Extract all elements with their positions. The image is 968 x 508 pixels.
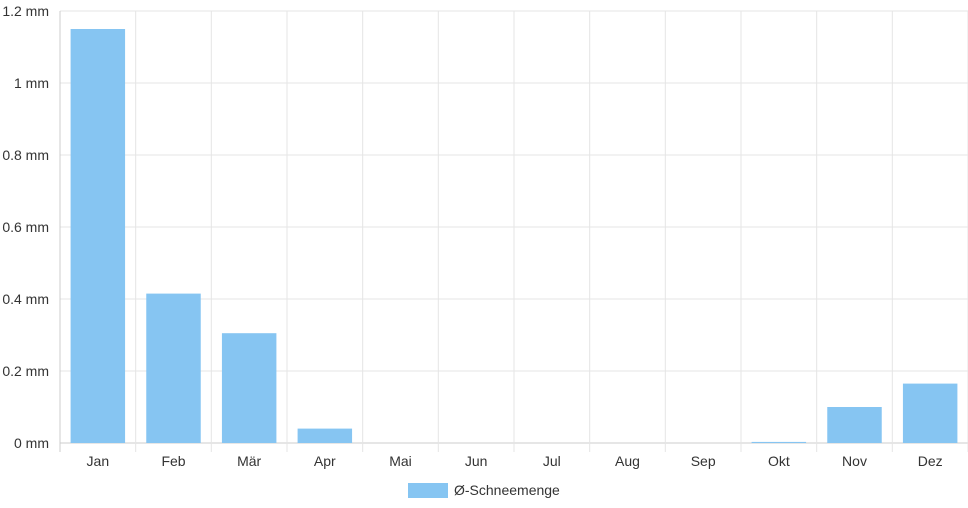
- bar-apr[interactable]: [297, 428, 353, 443]
- axes: 0 mm 0.2 mm 0.4 mm 0.6 mm 0.8 mm 1 mm 1.2 mm Ja…: [2, 3, 942, 469]
- y-tick-label: 0.6 mm: [2, 219, 49, 235]
- x-tick-label: Aug: [615, 453, 640, 469]
- legend-label: Ø-Schneemenge: [454, 482, 560, 498]
- bar-feb[interactable]: [146, 293, 201, 443]
- grid-lines: [59, 10, 968, 452]
- bars: [70, 29, 958, 443]
- x-tick-label: Nov: [842, 453, 867, 469]
- bar-jan[interactable]: [70, 29, 126, 443]
- legend[interactable]: Ø-Schneemenge: [408, 482, 560, 498]
- y-tick-label: 1.2 mm: [2, 3, 49, 19]
- x-tick-label: Mai: [389, 453, 412, 469]
- y-tick-label: 0.8 mm: [2, 147, 49, 163]
- x-tick-label: Sep: [691, 453, 716, 469]
- y-tick-label: 1 mm: [14, 75, 49, 91]
- y-tick-label: 0.2 mm: [2, 363, 49, 379]
- x-tick-label: Feb: [161, 453, 185, 469]
- bar-mär[interactable]: [221, 333, 277, 443]
- x-tick-label: Mär: [237, 453, 261, 469]
- bar-dez[interactable]: [902, 383, 958, 443]
- x-tick-label: Jul: [543, 453, 561, 469]
- legend-swatch: [408, 483, 448, 498]
- x-tick-label: Okt: [768, 453, 790, 469]
- x-tick-label: Jan: [87, 453, 110, 469]
- bar-okt[interactable]: [751, 441, 807, 443]
- x-tick-label: Dez: [918, 453, 943, 469]
- y-tick-label: 0.4 mm: [2, 291, 49, 307]
- y-tick-label: 0 mm: [14, 435, 49, 451]
- bar-nov[interactable]: [827, 407, 882, 443]
- x-tick-label: Apr: [314, 453, 336, 469]
- x-tick-label: Jun: [465, 453, 488, 469]
